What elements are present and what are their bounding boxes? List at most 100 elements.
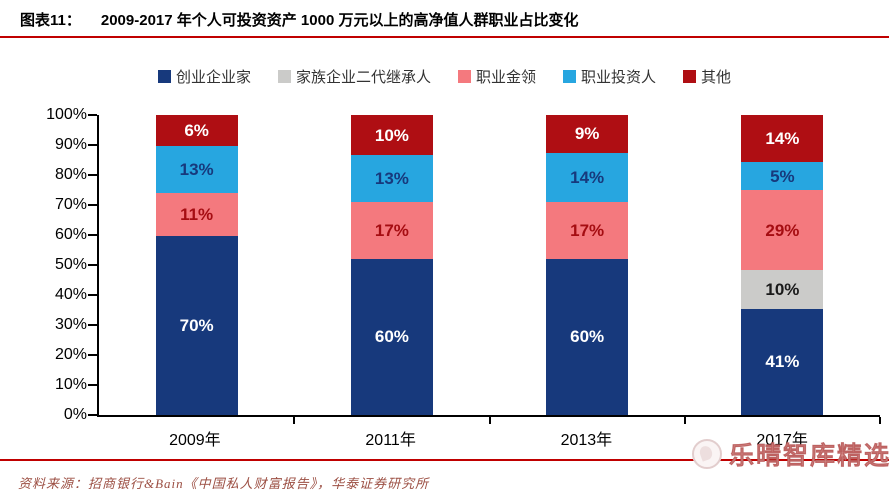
bar-segment: 13% <box>350 155 433 203</box>
y-axis-tick <box>88 204 97 206</box>
legend-label: 职业投资人 <box>581 69 657 86</box>
bar-segment-value: 9% <box>574 124 600 144</box>
legend-label: 职业金领 <box>475 69 536 86</box>
bar-segment: 11% <box>155 193 238 236</box>
bar-segment: 5% <box>741 162 824 191</box>
y-axis-tick-label: 60% <box>54 226 87 243</box>
legend-item: 其他 <box>683 66 731 87</box>
bar-segment: 10% <box>350 115 433 156</box>
bar-slot: 41% 10% 29% 5% 14% <box>685 114 880 415</box>
bars-area: 70% 11% 13% 6% 60% 17% 13% 10% 60% 17% 14% 9% 41% 10%… <box>99 114 880 415</box>
stacked-bar-2011年: 60% 17% 13% 10% <box>350 115 433 415</box>
legend-swatch-icon <box>277 70 291 83</box>
figure-title-text: 2009-2017 年个人可投资资产 1000 万元以上的高净值人群职业占比变化 <box>100 12 579 29</box>
legend-swatch-icon <box>683 70 697 83</box>
bar-slot: 70% 11% 13% 6% <box>99 115 294 415</box>
legend-swatch-icon <box>457 70 471 83</box>
y-axis-tick-label: 50% <box>54 256 87 273</box>
stacked-bar-2009年: 70% 11% 13% 6% <box>155 115 238 415</box>
x-axis-labels: 2009年 2011年 2013年 2017年 <box>97 426 880 450</box>
figure-number: 图表11： <box>20 12 81 29</box>
legend-item: 家族企业二代继承人 <box>277 66 431 87</box>
leqing-logo-icon <box>692 439 722 469</box>
y-axis-tick-label: 30% <box>54 316 87 333</box>
x-axis-category-label: 2011年 <box>365 432 416 449</box>
bar-segment-value: 13% <box>374 169 409 189</box>
x-axis-category-label: 2013年 <box>560 432 613 449</box>
y-axis-tick-label: 90% <box>54 136 87 153</box>
bar-segment-value: 10% <box>374 125 409 145</box>
y-axis-tick <box>88 354 97 356</box>
bar-segment-value: 11% <box>180 204 214 224</box>
stacked-bar-2013年: 60% 17% 14% 9% <box>546 115 629 415</box>
y-axis-tick <box>88 144 97 146</box>
bar-slot: 60% 17% 14% 9% <box>490 115 685 415</box>
bar-segment-value: 13% <box>179 160 214 179</box>
x-axis-tick <box>683 417 686 424</box>
stacked-bar-chart: 70% 11% 13% 6% 60% 17% 13% 10% 60% 17% 14% 9% 41% 10%… <box>46 107 881 424</box>
legend-swatch-icon <box>563 70 576 83</box>
y-axis-tick-label: 20% <box>54 346 87 363</box>
y-axis-tick-label: 80% <box>54 166 87 183</box>
y-axis-tick <box>88 294 97 296</box>
bar-slot: 60% 17% 13% 10% <box>294 115 489 415</box>
bar-segment-value: 10% <box>765 280 800 300</box>
bar-segment-value: 17% <box>374 221 409 241</box>
bar-segment: 60% <box>350 258 433 415</box>
bar-segment-value: 29% <box>765 220 800 240</box>
bar-segment-value: 14% <box>765 129 800 149</box>
bar-segment-value: 60% <box>570 327 605 347</box>
bar-segment: 9% <box>546 115 629 153</box>
y-axis-tick-label: 70% <box>54 196 87 213</box>
legend-label: 创业企业家 <box>175 69 251 86</box>
x-axis-tick <box>293 417 296 424</box>
watermark-text: 乐晴智库精选 <box>729 442 889 471</box>
y-axis-tick <box>88 114 97 116</box>
bar-segment: 10% <box>741 270 824 309</box>
y-axis-tick-label: 0% <box>63 406 87 423</box>
y-axis-tick <box>88 324 97 326</box>
y-axis-tick-label: 100% <box>46 106 87 123</box>
y-axis-tick <box>88 174 97 176</box>
x-axis-tick <box>879 417 881 424</box>
bar-segment: 14% <box>741 114 824 163</box>
legend-item: 职业金领 <box>457 66 536 87</box>
title-divider <box>0 36 889 38</box>
bar-segment: 41% <box>741 308 824 415</box>
bar-segment: 29% <box>741 190 824 271</box>
bar-segment-value: 70% <box>179 315 214 335</box>
bar-segment: 13% <box>155 145 238 194</box>
bar-segment: 70% <box>155 235 238 415</box>
bar-segment-value: 14% <box>570 168 605 188</box>
legend-label: 其他 <box>701 69 732 86</box>
chart-legend: 创业企业家 家族企业二代继承人 职业金领 职业投资人 其他 <box>0 66 889 87</box>
bar-segment: 17% <box>350 202 433 259</box>
y-axis-tick-label: 40% <box>54 286 87 303</box>
bar-segment-value: 5% <box>770 166 795 186</box>
source-note: 资料来源：招商银行&Bain《中国私人财富报告》，华泰证券研究所 <box>18 476 430 491</box>
x-axis-category-label: 2017年 <box>756 432 808 449</box>
bar-segment-value: 60% <box>374 327 409 347</box>
bar-segment: 60% <box>546 258 629 415</box>
y-axis-tick-label: 10% <box>54 376 87 393</box>
watermark: 乐晴智库精选 <box>692 436 889 472</box>
stacked-bar-2017年: 41% 10% 29% 5% 14% <box>741 114 824 415</box>
y-axis-tick <box>88 264 97 266</box>
y-axis-tick <box>88 234 97 236</box>
bottom-divider <box>0 459 889 461</box>
y-axis-tick <box>88 414 97 416</box>
bar-segment-value: 6% <box>184 120 209 140</box>
bar-segment-value: 17% <box>570 221 605 241</box>
y-axis-tick <box>88 384 97 386</box>
legend-swatch-icon <box>157 70 171 83</box>
x-axis-category-label: 2009年 <box>169 432 221 449</box>
x-axis-tick <box>488 417 491 424</box>
bar-segment: 6% <box>155 115 238 146</box>
bar-segment-value: 41% <box>765 352 800 372</box>
legend-item: 职业投资人 <box>563 66 656 87</box>
legend-label: 家族企业二代继承人 <box>295 69 431 86</box>
legend-item: 创业企业家 <box>157 66 251 87</box>
bar-segment: 14% <box>546 152 629 203</box>
figure-title-row: 图表11： 2009-2017 年个人可投资资产 1000 万元以上的高净值人群职… <box>20 9 879 30</box>
